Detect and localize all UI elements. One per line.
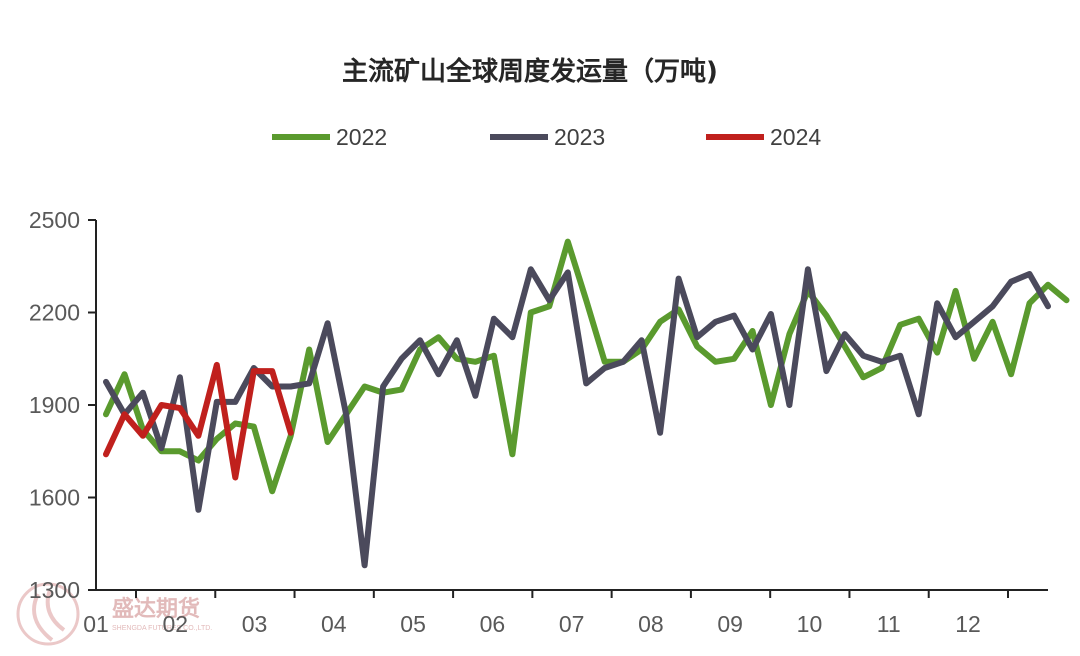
series-line-2022 (103, 238, 1070, 495)
legend-label-2022: 2022 (336, 124, 387, 150)
watermark-brand: 盛达期货 (112, 596, 200, 622)
x-tick-label: 01 (83, 611, 109, 637)
x-tick-labels: 01 02 03 04 05 06 07 08 09 10 11 12 (83, 611, 981, 637)
watermark-swoosh-icon (32, 589, 66, 642)
x-tick-label: 10 (797, 611, 823, 637)
x-tick-label: 11 (877, 611, 901, 637)
y-tick-label: 1600 (29, 485, 80, 511)
legend-label-2023: 2023 (554, 124, 605, 150)
watermark-logo: 盛达期货 SHENGDA FUTURES CO.,LTD. (16, 582, 212, 646)
y-tick-label: 1900 (29, 392, 80, 418)
x-tick-label: 06 (480, 611, 506, 637)
chart-title: 主流矿山全球周度发运量（万吨) (342, 56, 718, 87)
legend: 2022 2023 2024 (272, 124, 821, 150)
series-lines (103, 238, 1070, 569)
x-tick-label: 12 (955, 611, 981, 637)
series-line-2024 (103, 361, 294, 481)
axes (88, 219, 1048, 598)
y-tick-label: 2200 (29, 300, 80, 326)
y-tick-label: 2500 (29, 207, 80, 233)
watermark-subtitle: SHENGDA FUTURES CO.,LTD. (112, 625, 212, 632)
x-tick-label: 04 (321, 611, 347, 637)
series-line-2023 (103, 266, 1051, 569)
watermark-circle-icon (16, 582, 80, 646)
x-tick-label: 08 (638, 611, 664, 637)
x-tick-label: 09 (717, 611, 743, 637)
x-tick-label: 07 (559, 611, 585, 637)
x-tick-label: 03 (242, 611, 268, 637)
x-tick-label: 05 (400, 611, 426, 637)
legend-label-2024: 2024 (770, 124, 821, 150)
y-tick-label: 1300 (29, 577, 80, 603)
x-tick-label: 02 (162, 611, 188, 637)
y-tick-labels: 1300 1600 1900 2200 2500 (29, 207, 80, 603)
